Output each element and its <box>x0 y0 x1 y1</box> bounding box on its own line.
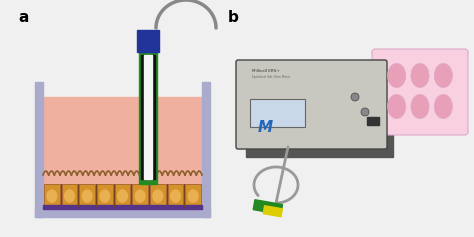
Circle shape <box>361 108 369 116</box>
Bar <box>43 205 202 209</box>
Bar <box>263 206 283 217</box>
Ellipse shape <box>388 64 406 88</box>
Bar <box>168 184 183 206</box>
Bar <box>44 184 60 206</box>
Bar <box>141 55 155 179</box>
Text: b: b <box>228 10 239 25</box>
Bar <box>35 209 210 217</box>
Bar <box>62 184 77 206</box>
FancyBboxPatch shape <box>372 49 468 135</box>
Bar <box>144 55 152 179</box>
Bar <box>132 184 148 206</box>
Bar <box>137 30 159 52</box>
Bar <box>43 97 202 209</box>
Ellipse shape <box>188 190 198 202</box>
Ellipse shape <box>153 190 163 202</box>
Bar <box>0 0 220 237</box>
Ellipse shape <box>82 190 92 202</box>
FancyBboxPatch shape <box>236 60 387 149</box>
Text: M: M <box>258 120 273 135</box>
Ellipse shape <box>411 94 429 118</box>
Bar <box>150 184 166 206</box>
Bar <box>367 117 379 125</box>
Polygon shape <box>246 72 393 157</box>
Ellipse shape <box>388 94 406 118</box>
Ellipse shape <box>434 64 453 88</box>
Bar <box>185 184 201 206</box>
Ellipse shape <box>118 190 128 202</box>
Text: Epithelial Volt-Ohm Meter: Epithelial Volt-Ohm Meter <box>252 75 291 79</box>
Ellipse shape <box>135 190 145 202</box>
Ellipse shape <box>434 94 453 118</box>
Bar <box>250 99 305 127</box>
Bar <box>139 52 157 184</box>
Bar <box>35 82 43 217</box>
Circle shape <box>351 93 359 101</box>
Bar <box>79 184 95 206</box>
Bar <box>97 184 113 206</box>
Ellipse shape <box>64 190 74 202</box>
Ellipse shape <box>411 64 429 88</box>
Bar <box>202 82 210 217</box>
Text: a: a <box>18 10 28 25</box>
Ellipse shape <box>100 190 109 202</box>
Ellipse shape <box>47 190 57 202</box>
Text: Millicell ERS+: Millicell ERS+ <box>252 69 280 73</box>
Ellipse shape <box>171 190 181 202</box>
Bar <box>253 200 283 214</box>
Bar <box>115 184 130 206</box>
